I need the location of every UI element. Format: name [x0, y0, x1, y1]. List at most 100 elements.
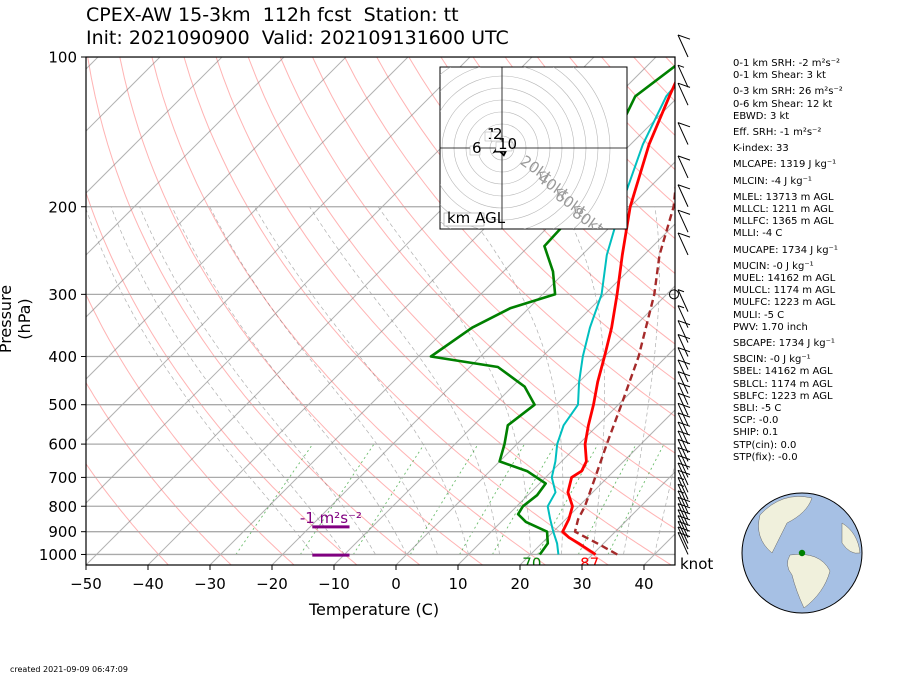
wind-barb [677, 454, 691, 478]
index-row: STP(cin): 0.0 [733, 439, 797, 451]
wind-barb [677, 232, 691, 256]
y-tick-label: 400 [48, 348, 77, 366]
wind-barb [677, 320, 691, 343]
index-row: Eff. SRH: -1 m²s⁻² [733, 127, 822, 139]
index-row: PWV: 1.70 inch [733, 321, 808, 333]
dry-adiabat-line [151, 57, 546, 565]
index-row: SBLI: -5 C [733, 403, 782, 415]
dry-adiabat-line [408, 57, 675, 345]
x-tick-label: −30 [194, 575, 226, 593]
y-tick-label: 300 [48, 286, 77, 304]
wind-barb [677, 184, 691, 207]
isotherm-line [706, 57, 906, 565]
surface-temperature-label: 87 [580, 554, 599, 572]
wind-barb [677, 483, 689, 507]
dry-adiabat-line [86, 381, 232, 565]
dry-adiabat-line [87, 57, 421, 565]
globe-land-africa [841, 522, 861, 554]
index-row: MULI: -5 C [733, 309, 785, 321]
wind-barb [677, 447, 691, 470]
wind-barb [677, 503, 691, 526]
isotherm-line [519, 409, 675, 565]
index-row: 0-6 km Shear: 12 kt [733, 98, 833, 110]
x-tick-label: 0 [391, 575, 401, 593]
x-tick-label: 10 [448, 575, 467, 593]
index-row: MLLI: -4 C [733, 228, 783, 240]
wind-barb [677, 462, 691, 486]
moist-adiabat-line [254, 206, 469, 555]
wind-barb [677, 155, 691, 179]
surface-dewpoint-label: 70 [522, 554, 541, 572]
isotherm-line [333, 223, 675, 565]
x-tick-label: 30 [572, 575, 591, 593]
wind-barb [677, 334, 691, 357]
globe-station-marker [798, 549, 806, 557]
dry-adiabat-line [119, 57, 483, 565]
isotherm-line [86, 57, 471, 442]
isotherm-line [0, 57, 36, 565]
wind-barb [677, 289, 689, 312]
chart-title-line2: Init: 2021090900 Valid: 202109131600 UTC [86, 27, 509, 49]
moist-adiabat-line [654, 462, 675, 555]
index-row: SBLFC: 1223 m AGL [733, 390, 833, 402]
index-row: MLCAPE: 1319 J kg⁻¹ [733, 159, 837, 171]
index-row: MUCAPE: 1734 J kg⁻¹ [733, 244, 838, 256]
x-axis-label: Temperature (C) [309, 600, 440, 619]
dry-adiabat-line [730, 57, 906, 565]
dry-adiabat-line [86, 293, 295, 565]
y-tick-label: 500 [48, 396, 77, 414]
wind-barb [677, 412, 691, 436]
moist-adiabat-line [463, 206, 564, 555]
isotherm-line [86, 57, 99, 70]
wind-barb [677, 359, 691, 383]
wind-barb [677, 496, 691, 520]
dry-adiabat-line [247, 57, 675, 530]
index-row: MUEL: 14162 m AGL [733, 273, 836, 285]
index-row: MUCIN: -0 J kg⁻¹ [733, 260, 814, 272]
index-row: MULCL: 1174 m AGL [733, 285, 836, 297]
wind-barb [677, 371, 691, 394]
index-row: 0-1 km Shear: 3 kt [733, 70, 826, 82]
mixing-ratio-line [409, 443, 479, 555]
isotherm-line [271, 161, 675, 565]
y-tick-label: 900 [48, 523, 77, 541]
wind-barb [677, 305, 689, 328]
hodograph-trace [492, 145, 508, 157]
index-row: MLLFC: 1365 m AGL [733, 216, 834, 228]
mixing-ratio-line [577, 443, 637, 555]
wind-barb [677, 421, 691, 445]
index-row: K-index: 33 [733, 143, 789, 155]
index-row: SHIP: 0.1 [733, 427, 779, 439]
chart-title-line1: CPEX-AW 15-3km 112h fcst Station: tt [86, 4, 459, 26]
x-tick-label: −40 [132, 575, 164, 593]
index-row: 0-1 km SRH: -2 m²s⁻² [733, 58, 840, 69]
index-row: STP(fix): -0.0 [733, 451, 798, 463]
isotherm-line [209, 99, 675, 565]
isotherm-line [86, 57, 285, 256]
moist-adiabat-line [86, 207, 314, 555]
dry-adiabat-line [601, 57, 675, 137]
x-tick-label: −20 [256, 575, 288, 593]
index-row: MLCIN: -4 J kg⁻¹ [733, 175, 812, 187]
dry-adiabat-line [698, 57, 906, 565]
mixing-ratio-line [235, 443, 314, 555]
created-timestamp: created 2021-09-09 06:47:09 [10, 665, 128, 674]
wind-barb [677, 34, 691, 58]
x-tick-label: −50 [70, 575, 102, 593]
dry-adiabat-line [665, 57, 675, 68]
moist-adiabat-line [139, 206, 376, 555]
y-tick-label: 800 [48, 498, 77, 516]
index-row: SBEL: 14162 m AGL [733, 366, 833, 378]
dry-adiabat-line [472, 57, 675, 275]
index-row: EBWD: 3 kt [733, 110, 790, 122]
hodograph-height-label: 2 [493, 125, 503, 143]
index-row: MLEL: 13713 m AGL [733, 191, 834, 203]
y-tick-label: 1000 [39, 546, 77, 564]
srh-bar-label: -1 m²s⁻² [300, 509, 362, 527]
globe-land-south-america [787, 554, 831, 609]
index-row: MULFC: 1223 m AGL [733, 297, 836, 309]
index-row: SCP: -0.0 [733, 415, 779, 427]
moist-adiabat-line [309, 206, 500, 555]
indices-panel: 0-1 km SRH: -2 m²s⁻² 0-1 km Shear: 3 kt 0-… [733, 58, 843, 464]
